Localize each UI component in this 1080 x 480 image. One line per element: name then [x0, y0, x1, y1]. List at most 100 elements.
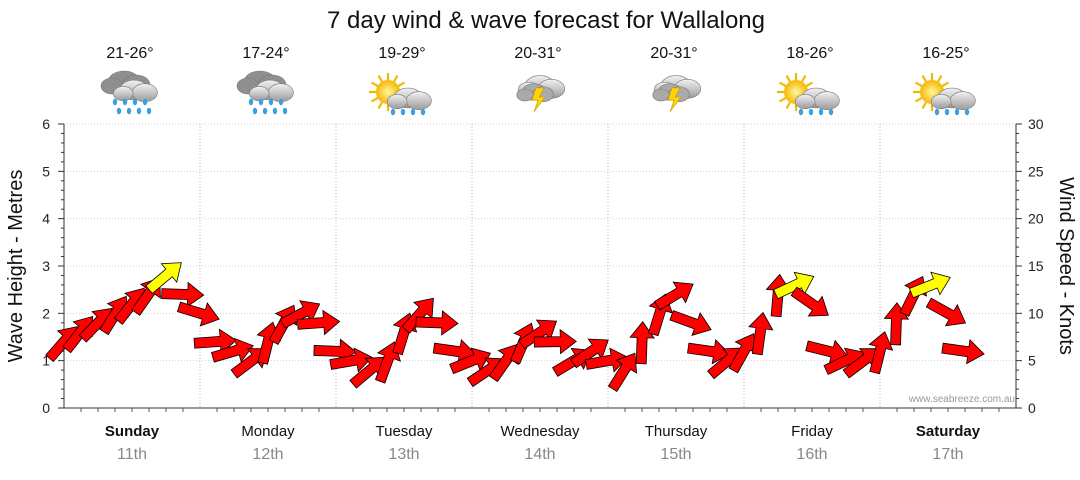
sun-ray [921, 101, 927, 110]
rain-drop [410, 108, 416, 116]
rain-drop [248, 98, 254, 106]
sun-ray [778, 97, 787, 103]
day-temp-range: 19-29° [378, 45, 425, 62]
day-name-label: Saturday [916, 423, 981, 440]
rain-drop [400, 108, 406, 116]
cloud-shape [405, 91, 432, 110]
left-tick-label: 0 [42, 400, 50, 416]
day-temp-range: 21-26° [106, 45, 153, 62]
day-date-label: 14th [524, 446, 555, 463]
right-axis: 0 5 10 15 20 25 30 [1016, 116, 1044, 416]
cloud-shape [652, 88, 670, 102]
day-date-label: 15th [660, 446, 691, 463]
left-tick-label: 6 [42, 116, 50, 132]
wind-arrow [585, 347, 629, 373]
left-axis: 0 1 2 3 4 5 6 [42, 116, 64, 416]
rain-drop [818, 108, 824, 116]
rain-drop [964, 108, 970, 116]
day-name-label: Wednesday [501, 423, 580, 440]
left-axis-label: Wave Height - Metres [5, 170, 27, 363]
watermark: www.seabreeze.com.au [908, 394, 1015, 405]
wind-arrow [193, 328, 237, 355]
rain-drop [122, 98, 128, 106]
cloud-shape [794, 94, 816, 110]
sun-ray [778, 81, 787, 87]
rain-drop [146, 107, 152, 115]
left-tick-label: 1 [42, 353, 50, 369]
day-name-label: Monday [241, 423, 295, 440]
sun-ray [914, 81, 923, 87]
wind-arrow [570, 338, 609, 369]
rain-drop [258, 98, 264, 106]
sun-ray [785, 74, 791, 83]
sun-ray [370, 97, 379, 103]
rain-icon [236, 70, 294, 115]
wind-arrow [449, 347, 492, 375]
day-name-label: Tuesday [376, 423, 433, 440]
wind-arrow [925, 297, 967, 327]
wind-arrow [415, 310, 459, 336]
right-tick-label: 25 [1028, 163, 1044, 179]
right-tick-label: 15 [1028, 258, 1044, 274]
day-date-label: 12th [252, 446, 283, 463]
cloud-shape [813, 91, 840, 110]
day-temp-range: 18-26° [786, 45, 833, 62]
cloud-shape [249, 86, 270, 102]
rain-drop [282, 107, 288, 115]
wind-arrow [748, 311, 774, 356]
partly-sunny-shower-icon [777, 73, 840, 116]
left-tick-label: 4 [42, 211, 50, 227]
rain-drop [112, 98, 118, 106]
rain-drop [828, 108, 834, 116]
rain-drop [132, 98, 138, 106]
right-tick-label: 10 [1028, 305, 1044, 321]
sun-ray [937, 74, 943, 83]
thunderstorm-icon [652, 75, 702, 113]
wind-arrows [45, 262, 985, 392]
wind-arrow [518, 319, 558, 350]
wind-arrow [941, 339, 985, 365]
sun-ray [785, 101, 791, 110]
sun-ray [914, 97, 923, 103]
day-name-label: Friday [791, 423, 833, 440]
rain-drop [262, 107, 268, 115]
left-tick-label: 5 [42, 163, 50, 179]
day-name-label: Sunday [105, 423, 160, 440]
lightning-bolt [531, 87, 546, 113]
cloud-shape [930, 94, 952, 110]
day-date-label: 17th [932, 446, 963, 463]
wind-arrow [790, 286, 829, 317]
sun-ray [370, 81, 379, 87]
day-temp-range: 17-24° [242, 45, 289, 62]
wind-arrow [533, 328, 577, 355]
right-tick-label: 30 [1028, 116, 1044, 132]
wind-arrow [868, 331, 894, 375]
rain-drop [126, 107, 132, 115]
wind-arrow [669, 310, 712, 337]
sun-ray [921, 74, 927, 83]
sun-ray [941, 81, 950, 87]
day-temp-range: 20-31° [650, 45, 697, 62]
sun-ray [377, 74, 383, 83]
rain-drop [390, 108, 396, 116]
x-axis: Sunday 11th Monday 12th Tuesday 13th Wednesday… [80, 408, 1000, 463]
day-temp-range: 16-25° [922, 45, 969, 62]
rain-drop [272, 107, 278, 115]
rain-drop [268, 98, 274, 106]
right-axis-label: Wind Speed - Knots [1055, 177, 1077, 355]
rain-drop [136, 107, 142, 115]
day-date-label: 13th [388, 446, 419, 463]
rain-drop [420, 108, 426, 116]
wind-arrow [908, 271, 951, 299]
wind-arrow [145, 262, 182, 295]
weather-row: 21-26° 17-24° 19-29° 20-31° 20-31° 18-26° 16-2… [100, 45, 976, 116]
rain-drop [278, 98, 284, 106]
wind-arrow [296, 309, 341, 336]
day-date-label: 11th [117, 446, 147, 463]
rain-drop [116, 107, 122, 115]
wind-arrow [687, 339, 731, 365]
rain-drop [808, 108, 814, 116]
day-temp-range: 20-31° [514, 45, 561, 62]
wind-arrow [629, 321, 655, 365]
